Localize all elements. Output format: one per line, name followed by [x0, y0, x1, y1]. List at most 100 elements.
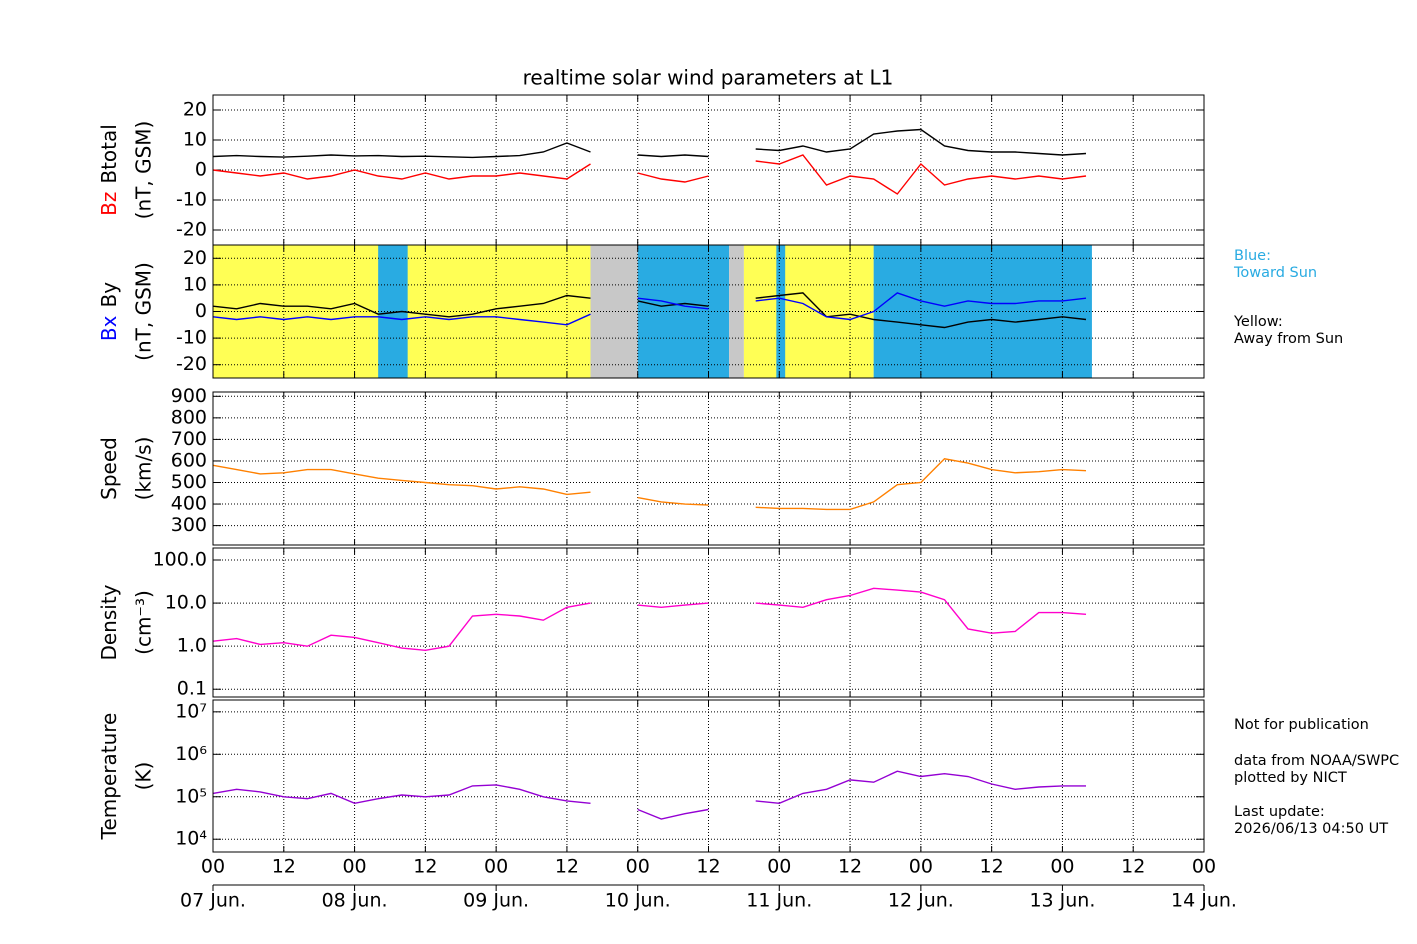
chart-title: realtime solar wind parameters at L1: [523, 66, 894, 90]
panel-frame: [212, 244, 1205, 379]
x-tick-label: 00: [201, 856, 225, 878]
y-axis-label: Bz Btotal: [97, 124, 121, 216]
data-line: [637, 496, 709, 506]
y-tick-label: 10⁶: [175, 743, 207, 765]
y-tick-label: 1.0: [177, 635, 207, 657]
date-label: 14 Jun.: [1171, 890, 1237, 912]
y-label-text: Temperature: [97, 713, 121, 841]
y-axis-units: (K): [132, 762, 156, 791]
y-tick-label: 0: [195, 159, 207, 181]
x-tick-label: 12: [696, 856, 720, 878]
y-tick-label: 500: [171, 471, 207, 493]
panel-frame: [212, 699, 1205, 853]
y-tick-label: 10.0: [165, 592, 207, 614]
panel-frame: [212, 547, 1205, 698]
x-tick-label: 00: [342, 856, 366, 878]
y-tick-label: 400: [171, 493, 207, 515]
x-tick-label: 12: [272, 856, 296, 878]
data-line: [212, 294, 591, 318]
y-tick-label: 10: [183, 273, 207, 295]
panel-frame: [212, 391, 1205, 546]
y-tick-label: -20: [176, 219, 207, 241]
y-tick-label: -10: [176, 189, 207, 211]
date-label: 10 Jun.: [605, 890, 671, 912]
date-label: 08 Jun.: [322, 890, 388, 912]
data-line: [755, 770, 1086, 805]
y-tick-label: 20: [183, 99, 207, 121]
x-tick-label: 12: [413, 856, 437, 878]
y-tick-label: 700: [171, 428, 207, 450]
polarity-band: [590, 245, 638, 378]
y-label-text: Speed: [97, 437, 121, 500]
y-tick-label: 600: [171, 449, 207, 471]
note: plotted by NICT: [1234, 770, 1347, 786]
y-axis-units: (nT, GSM): [132, 262, 156, 361]
y-axis-units: (cm⁻³): [132, 590, 156, 655]
legend-entry: Bz: [97, 192, 121, 216]
x-tick-label: 00: [909, 856, 933, 878]
data-line: [637, 297, 709, 310]
data-line: [755, 458, 1087, 511]
y-tick-label: 900: [171, 385, 207, 407]
x-tick-label: 00: [767, 856, 791, 878]
y-label-text: Density: [97, 584, 121, 660]
y-tick-label: -10: [176, 327, 207, 349]
note: Toward Sun: [1233, 265, 1317, 281]
legend-entry: By: [97, 282, 121, 308]
x-tick-label: 00: [626, 856, 650, 878]
y-axis-label: Speed: [97, 437, 121, 500]
legend-entry: Btotal: [97, 124, 121, 183]
data-line: [755, 587, 1087, 634]
y-axis-label: Density: [97, 584, 121, 660]
data-line: [637, 602, 709, 609]
data-line: [212, 313, 591, 326]
polarity-band: [743, 245, 874, 378]
data-line: [212, 784, 591, 805]
note: Not for publication: [1234, 717, 1369, 733]
x-tick-label: 12: [555, 856, 579, 878]
data-line: [212, 142, 591, 159]
y-tick-label: 20: [183, 247, 207, 269]
date-label: 13 Jun.: [1029, 890, 1095, 912]
y-tick-label: 10⁴: [175, 828, 207, 850]
polarity-band: [873, 245, 1092, 378]
y-axis-units: (km/s): [132, 437, 156, 501]
y-tick-label: 800: [171, 406, 207, 428]
note: Last update:: [1234, 804, 1325, 820]
x-tick-label: 00: [1050, 856, 1074, 878]
x-tick-label: 12: [1121, 856, 1145, 878]
y-tick-label: 100.0: [153, 549, 207, 571]
data-line: [755, 154, 1087, 195]
date-label: 11 Jun.: [746, 890, 812, 912]
note: Blue:: [1234, 248, 1271, 264]
date-label: 09 Jun.: [463, 890, 529, 912]
data-line: [637, 300, 709, 307]
x-tick-label: 00: [484, 856, 508, 878]
y-tick-label: 300: [171, 514, 207, 536]
data-line: [212, 163, 591, 180]
note: Yellow:: [1233, 314, 1283, 330]
x-tick-label: 12: [838, 856, 862, 878]
data-line: [637, 172, 709, 183]
data-line: [755, 292, 1087, 321]
note: data from NOAA/SWPC: [1234, 753, 1399, 769]
y-axis-units: (nT, GSM): [132, 121, 156, 220]
data-line: [755, 292, 1087, 329]
y-tick-label: 0: [195, 300, 207, 322]
polarity-band: [729, 245, 744, 378]
date-label: 12 Jun.: [888, 890, 954, 912]
data-line: [637, 154, 709, 158]
y-tick-label: -20: [176, 353, 207, 375]
x-tick-label: 00: [1192, 856, 1216, 878]
y-axis-label: Temperature: [97, 713, 121, 841]
legend-entry: Bx: [97, 315, 121, 341]
data-line: [755, 128, 1087, 156]
data-line: [212, 464, 591, 496]
y-tick-label: 10: [183, 129, 207, 151]
date-label: 07 Jun.: [180, 890, 246, 912]
data-line: [212, 602, 591, 652]
y-axis-label: Bx By: [97, 282, 121, 341]
y-tick-label: 0.1: [177, 678, 207, 700]
note: Away from Sun: [1234, 331, 1343, 347]
